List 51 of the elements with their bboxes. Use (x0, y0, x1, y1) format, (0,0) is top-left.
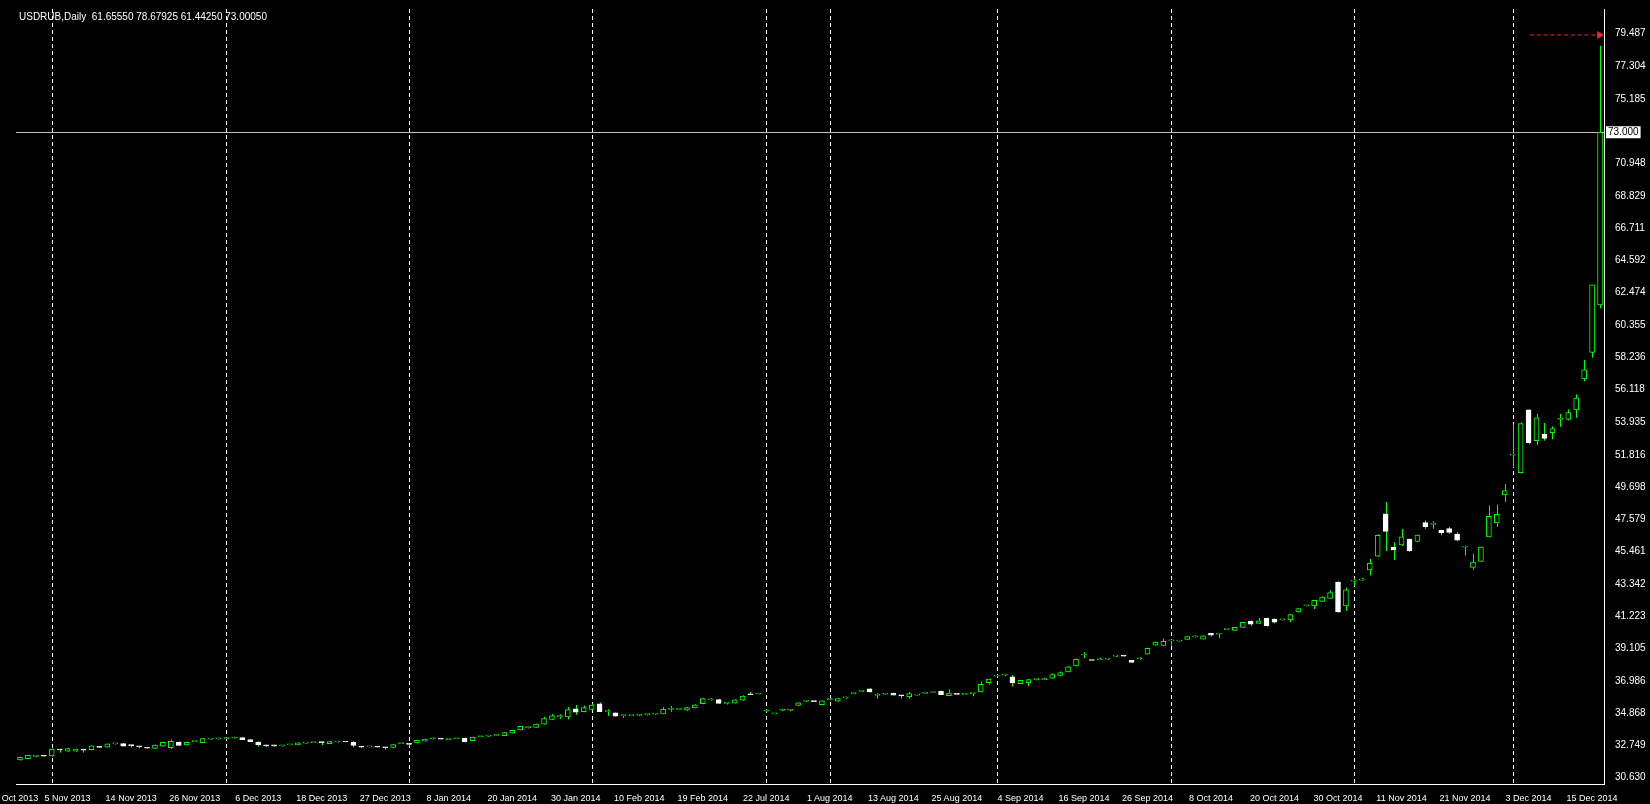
y-tick-label: 51.816 (1615, 448, 1647, 460)
y-tick-label: 60.355 (1615, 318, 1647, 330)
y-tick-label: 30.630 (1615, 771, 1647, 783)
x-tick-label: 3 Dec 2014 (1505, 792, 1552, 803)
x-tick-label: 11 Nov 2014 (1376, 792, 1427, 803)
y-tick-label: 43.342 (1615, 577, 1647, 589)
y-tick-label: 70.948 (1615, 157, 1647, 169)
x-tick-label: 22 Jul 2014 (743, 792, 790, 803)
ref-line-label: 73.000 (1608, 125, 1640, 137)
x-tick-label: 1 Aug 2014 (807, 792, 853, 803)
x-tick-label: 26 Sep 2014 (1121, 792, 1173, 803)
y-tick-label: 32.749 (1615, 739, 1647, 751)
x-tick-label: 16 Sep 2014 (1058, 792, 1110, 803)
x-tick-label: 10 Feb 2014 (614, 792, 665, 803)
x-tick-label: 18 Dec 2013 (296, 792, 348, 803)
x-tick-label: 8 Oct 2014 (1188, 792, 1233, 803)
x-tick-label: 19 Feb 2014 (677, 792, 729, 803)
x-tick-label: Oct 2013 (1, 792, 39, 803)
y-tick-label: 53.935 (1615, 416, 1647, 428)
y-tick-label: 77.304 (1615, 60, 1647, 72)
y-tick-label: 79.487 (1615, 27, 1647, 39)
x-tick-label: 20 Oct 2014 (1249, 792, 1300, 803)
y-tick-label: 68.829 (1615, 189, 1647, 201)
x-tick-label: 4 Sep 2014 (997, 792, 1044, 803)
x-tick-label: 21 Nov 2014 (1439, 792, 1491, 803)
y-tick-label: 39.105 (1615, 642, 1647, 654)
x-tick-label: 26 Nov 2013 (169, 792, 221, 803)
x-tick-label: 13 Aug 2014 (868, 792, 919, 803)
x-tick-label: 5 Nov 2013 (44, 792, 91, 803)
y-tick-label: 56.118 (1615, 383, 1646, 395)
x-tick-label: 15 Dec 2014 (1566, 792, 1618, 803)
x-tick-label: 20 Jan 2014 (487, 792, 538, 803)
y-tick-label: 45.461 (1615, 545, 1647, 557)
x-tick-label: 27 Dec 2013 (359, 792, 411, 803)
x-tick-label: 8 Jan 2014 (426, 792, 471, 803)
y-tick-label: 49.698 (1615, 480, 1647, 492)
x-tick-label: 25 Aug 2014 (931, 792, 983, 803)
y-tick-label: 62.474 (1615, 286, 1647, 298)
x-tick-label: 30 Oct 2014 (1313, 792, 1363, 803)
x-tick-label: 14 Nov 2013 (105, 792, 157, 803)
y-tick-label: 75.185 (1615, 92, 1647, 104)
y-tick-label: 58.236 (1615, 350, 1647, 362)
y-tick-label: 41.223 (1615, 610, 1647, 621)
y-tick-label: 66.711 (1615, 221, 1646, 233)
chart-title: USDRUB,Daily 61.65550 78.67925 61.44250 73.00050 (19, 10, 268, 22)
y-tick-label: 34.868 (1615, 706, 1647, 718)
y-tick-label: 47.579 (1615, 513, 1647, 525)
y-tick-label: 64.592 (1615, 254, 1647, 266)
x-tick-label: 30 Jan 2014 (551, 792, 601, 803)
x-tick-label: 6 Dec 2013 (235, 792, 282, 803)
y-tick-label: 36.986 (1615, 674, 1647, 686)
